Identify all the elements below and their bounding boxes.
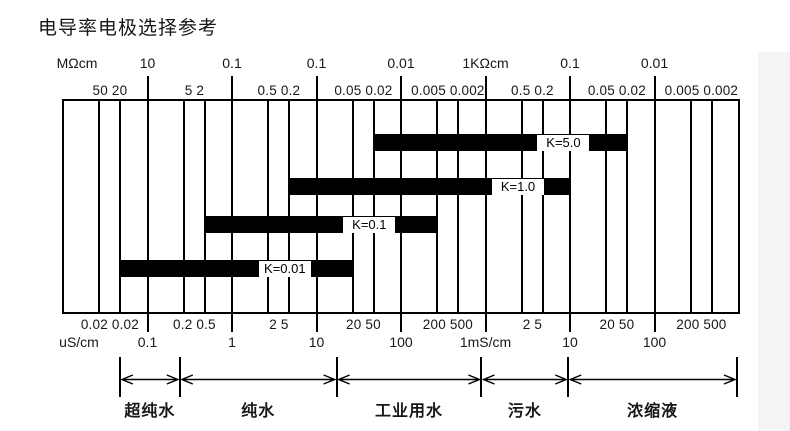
bottom-axis-major-label: 100 <box>642 334 667 350</box>
top-axis-minor-label: 5 2 <box>184 82 205 98</box>
major-tick-top <box>484 76 487 100</box>
top-axis-major-label: 1KΩcm <box>462 55 509 71</box>
water-range-divider <box>567 357 570 397</box>
water-range-label: 浓缩液 <box>627 403 679 420</box>
k-bar <box>120 260 353 277</box>
grid-line-minor <box>710 100 713 313</box>
page-edge-band <box>758 52 790 431</box>
major-tick-bottom <box>315 313 318 332</box>
top-axis-minor-label: 0.005 0.002 <box>411 82 485 98</box>
top-axis-minor-label: 0.5 0.2 <box>511 82 554 98</box>
grid-line-minor <box>689 100 692 313</box>
grid-line-major <box>231 100 233 313</box>
bottom-axis-major-label: 10 <box>308 334 325 350</box>
k-bar-label: K=5.0 <box>537 134 590 151</box>
grid-line-minor <box>288 100 291 313</box>
top-axis-minor-label: 0.5 0.2 <box>257 82 301 98</box>
water-range-divider <box>480 357 483 397</box>
major-tick-bottom <box>146 313 149 332</box>
major-tick-top <box>231 76 233 100</box>
grid-line-minor <box>351 100 354 313</box>
grid-line-minor <box>372 100 375 313</box>
grid-line-minor <box>605 100 608 313</box>
k-bar <box>204 216 438 233</box>
top-axis-major-label: 0.1 <box>560 55 580 71</box>
grid-line-major <box>315 100 318 313</box>
top-axis-minor-label: 0.05 0.02 <box>587 82 646 98</box>
top-axis-minor-label: 0.05 0.02 <box>334 82 393 98</box>
bottom-axis-major-label: 10 <box>562 334 578 350</box>
water-range-divider <box>118 357 121 397</box>
grid-line-minor <box>520 100 523 313</box>
grid-line-minor <box>182 100 185 313</box>
k-bar-label: K=1.0 <box>492 178 544 195</box>
top-axis-major-label: 0.01 <box>640 55 669 71</box>
water-range-label: 工业用水 <box>375 403 444 420</box>
grid-line-major <box>653 100 656 313</box>
bottom-axis-minor-label: 0.2 0.5 <box>173 316 216 332</box>
top-axis-unit-label: MΩcm <box>56 55 98 71</box>
bottom-axis-minor-label: 0.02 0.02 <box>80 316 139 332</box>
top-axis-major-label: 10 <box>139 55 156 71</box>
bottom-axis-major-label: 1 <box>228 334 236 350</box>
water-range-label: 超纯水 <box>124 403 176 420</box>
bottom-axis-major-label: 1mS/cm <box>459 334 512 350</box>
grid-line-minor <box>203 100 206 313</box>
grid-line-minor <box>626 100 629 313</box>
top-axis-minor-label: 0.005 0.002 <box>664 82 739 98</box>
bottom-axis-minor-label: 20 50 <box>345 316 381 332</box>
top-axis-minor-label: 50 20 <box>92 82 128 98</box>
chart-title: 电导率电极选择参考 <box>38 18 219 39</box>
bottom-axis-minor-label: 200 500 <box>676 316 727 332</box>
grid-line-minor <box>457 100 460 313</box>
bottom-axis-major-label: 0.1 <box>137 334 158 350</box>
major-tick-bottom <box>653 313 656 332</box>
major-tick-top <box>146 76 149 100</box>
bottom-axis-minor-label: 2 5 <box>269 316 289 332</box>
grid-line-minor <box>541 100 544 313</box>
water-range-label: 污水 <box>507 403 542 420</box>
major-tick-top <box>315 76 318 100</box>
grid-line-minor <box>436 100 439 313</box>
bottom-axis-unit-label: uS/cm <box>59 334 99 350</box>
water-range-divider <box>735 357 738 397</box>
water-range-arrows <box>120 374 737 385</box>
grid-line-major <box>484 100 487 313</box>
major-tick-top <box>569 76 571 100</box>
major-tick-top <box>400 76 402 100</box>
grid-line-major <box>569 100 571 313</box>
bottom-axis-minor-label: 20 50 <box>599 316 635 332</box>
water-range-divider <box>178 357 181 397</box>
k-bar-label: K=0.01 <box>258 260 311 277</box>
k-bar-label: K=0.1 <box>343 216 396 233</box>
bottom-axis-major-label: 100 <box>389 334 413 350</box>
grid-line-major <box>146 100 149 313</box>
grid-line-minor <box>267 100 270 313</box>
bottom-axis-minor-label: 200 500 <box>422 316 473 332</box>
major-tick-bottom <box>569 313 571 332</box>
major-tick-bottom <box>400 313 402 332</box>
water-range-label: 纯水 <box>241 403 276 420</box>
grid-line-major <box>400 100 402 313</box>
top-axis-major-label: 0.01 <box>387 55 415 71</box>
major-tick-top <box>653 76 656 100</box>
grid-line-minor <box>119 100 122 313</box>
water-range-divider <box>335 357 338 397</box>
top-axis-major-label: 0.1 <box>306 55 327 71</box>
major-tick-bottom <box>484 313 487 332</box>
top-axis-major-label: 0.1 <box>222 55 242 71</box>
bottom-axis-minor-label: 2 5 <box>522 316 543 332</box>
grid-line-minor <box>98 100 101 313</box>
major-tick-bottom <box>231 313 233 332</box>
